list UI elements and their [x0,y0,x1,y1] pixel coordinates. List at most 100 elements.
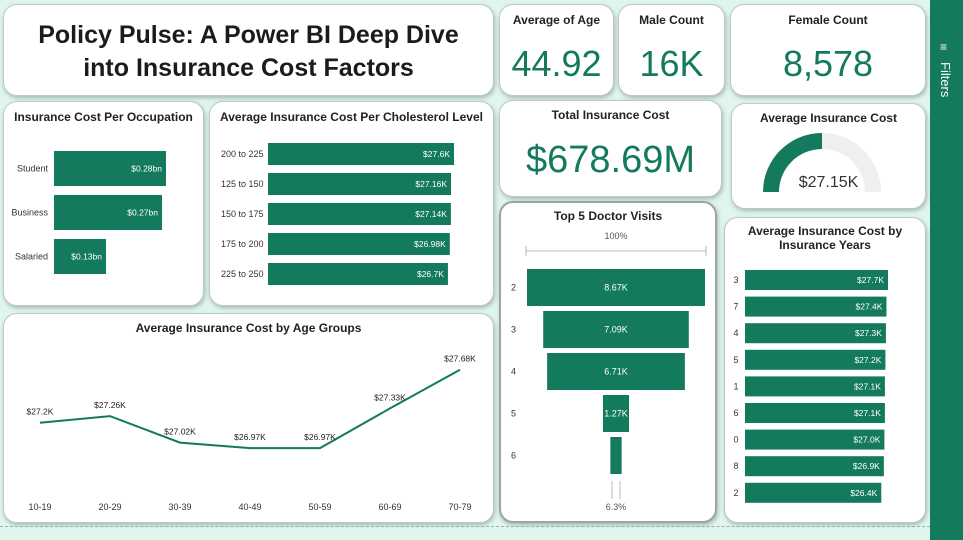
kpi-male-count-value: 16K [639,43,704,84]
insurance-years-title-line1: Average Insurance Cost by [747,224,903,238]
page-title: Policy Pulse: A Power BI Deep Dive into … [4,19,493,85]
age-groups-chart-title: Average Insurance Cost by Age Groups [135,321,362,335]
bar[interactable] [745,270,888,290]
data-label: $26.98K [414,239,446,249]
average-insurance-cost-gauge [763,133,881,192]
data-label: $27.14K [415,209,447,219]
insurance-years-title-line2: Insurance Years [779,238,871,252]
category-label: 4 [733,328,738,338]
cholesterol-chart-title: Average Insurance Cost Per Cholesterol L… [220,110,483,124]
filter-funnel-icon[interactable]: ≡ [940,40,948,54]
funnel-bar[interactable] [610,437,622,474]
kpi-average-age[interactable]: Average of Age 44.92 [499,4,614,96]
bar[interactable] [54,195,162,230]
funnel-top-percent: 100% [604,231,627,241]
data-label: $26.9K [853,461,880,471]
bar[interactable] [745,456,884,477]
bar[interactable] [745,482,882,503]
bar[interactable] [268,173,452,195]
kpi-average-age-label: Average of Age [512,13,601,27]
category-label: 150 to 175 [221,209,264,219]
kpi-total-insurance-cost-value: $678.69M [525,139,695,181]
data-label: $26.97K [304,432,336,442]
average-insurance-cost-gauge-card[interactable]: Average Insurance Cost $27.15K [731,103,926,209]
occupation-chart: Student $0.28bn Business $0.27bn Salaried $0.… [11,151,166,274]
kpi-female-count-value: 8,578 [782,43,874,84]
category-label: Business [11,208,48,218]
category-label: 2 [511,283,516,293]
category-label: 125 to 150 [221,179,264,189]
filters-pane[interactable]: ≡ Filters [930,0,963,540]
category-label: 6 [733,408,738,418]
doctor-visits-funnel-card[interactable]: Top 5 Doctor Visits 100% 2 8.67K 3 7.09K 4 6.7… [499,201,717,523]
bar[interactable] [745,323,886,344]
data-label: $27.3K [855,328,882,338]
funnel-bar[interactable] [543,311,689,348]
bar[interactable] [745,429,885,450]
bar[interactable] [745,376,885,397]
insurance-years-chart-title: Average Insurance Cost by Insurance Year… [725,224,925,252]
category-label: 8 [733,461,738,471]
gauge-fill [763,133,822,192]
x-tick-label: 50-59 [308,502,331,512]
data-label: $27.2K [854,355,881,365]
funnel-bar[interactable] [527,269,705,306]
bar[interactable] [268,263,448,285]
x-tick-label: 20-29 [98,502,121,512]
bar[interactable] [54,239,106,274]
page-title-line2: into Insurance Cost Factors [83,54,414,82]
x-tick-label: 30-39 [168,502,191,512]
series-line[interactable] [39,368,461,450]
bar[interactable] [268,233,450,255]
data-label: $27.33K [374,392,406,402]
bar[interactable] [745,296,887,317]
category-label: 4 [511,367,516,377]
doctor-visits-funnel: 100% 2 8.67K 3 7.09K 4 6.71K 5 1.27K 6 6.3% [511,231,707,512]
category-label: 5 [511,409,516,419]
category-label: 225 to 250 [221,269,264,279]
data-label: $26.97K [234,432,266,442]
cholesterol-chart-card[interactable]: Average Insurance Cost Per Cholesterol L… [209,101,494,306]
category-label: 3 [511,325,516,335]
age-groups-chart-card[interactable]: Average Insurance Cost by Age Groups 10-… [3,313,494,523]
funnel-bar[interactable] [547,353,685,390]
kpi-total-insurance-cost-label: Total Insurance Cost [551,108,670,122]
category-label: 0 [733,435,738,445]
funnel-bar[interactable] [602,395,630,432]
occupation-chart-card[interactable]: Insurance Cost Per Occupation Student $0.… [3,101,204,306]
page-title-line1: Policy Pulse: A Power BI Deep Dive [38,21,459,49]
insurance-years-chart: 3 $27.7K 7 $27.4K 4 $27.3K 5 $27.2K 1 $27.1K 6 $27.… [733,270,888,503]
data-label: 8.67K [604,283,628,293]
x-tick-label: 40-49 [238,502,261,512]
data-label: $27.02K [164,427,196,437]
bar[interactable] [268,143,454,165]
data-label: 6.71K [604,367,628,377]
kpi-male-count[interactable]: Male Count 16K [618,4,725,96]
x-tick-label: 10-19 [28,502,51,512]
kpi-total-insurance-cost[interactable]: Total Insurance Cost $678.69M [499,100,722,197]
bar[interactable] [268,203,451,225]
bar[interactable] [54,151,166,186]
filters-label[interactable]: Filters [938,62,953,98]
funnel-bottom-percent: 6.3% [606,502,627,512]
data-label: $27.2K [27,407,54,417]
data-label: $27.6K [423,149,450,159]
occupation-chart-title: Insurance Cost Per Occupation [14,110,193,124]
data-label: $27.4K [855,302,882,312]
data-label: $26.4K [850,488,877,498]
data-label: $27.0K [853,435,880,445]
data-label: $27.1K [854,408,881,418]
gauge-title: Average Insurance Cost [760,111,897,125]
bar[interactable] [745,403,885,423]
category-label: 1 [733,381,738,391]
category-label: Student [17,164,49,174]
bar[interactable] [745,349,886,370]
category-label: 6 [511,451,516,461]
data-label: $26.7K [417,269,444,279]
insurance-years-chart-card[interactable]: Average Insurance Cost by Insurance Year… [724,217,926,523]
doctor-visits-chart-title: Top 5 Doctor Visits [553,209,663,223]
data-label: $27.16K [415,179,447,189]
data-label: $27.7K [857,275,884,285]
kpi-female-count[interactable]: Female Count 8,578 [730,4,926,96]
data-label: $0.27bn [127,208,158,218]
